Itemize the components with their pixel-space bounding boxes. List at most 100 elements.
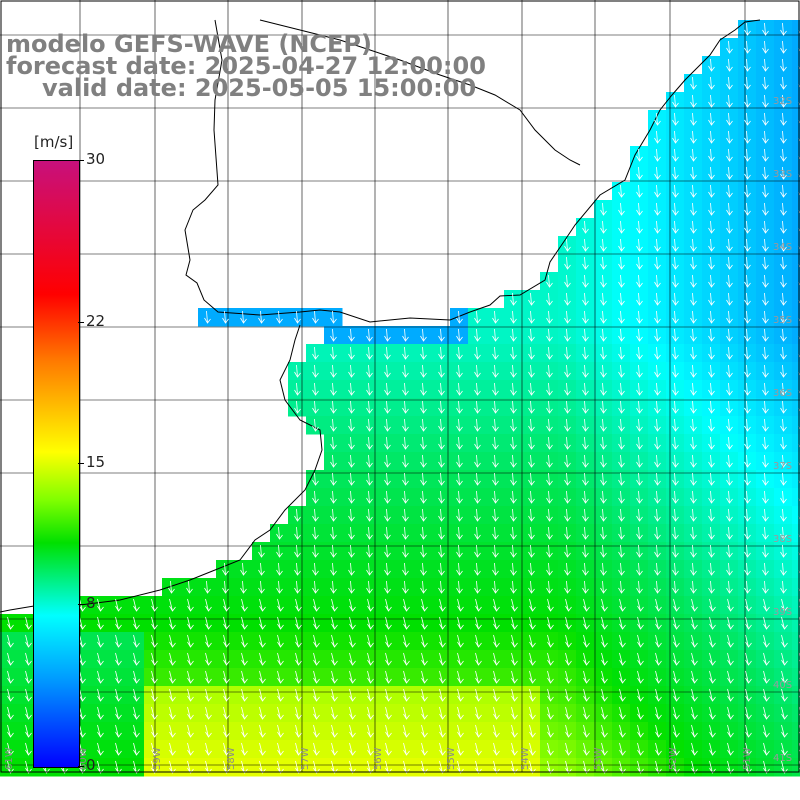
- wind-arrow: [654, 472, 661, 486]
- wind-arrow: [169, 760, 176, 774]
- wind-arrow: [169, 724, 176, 738]
- wind-arrow: [169, 742, 176, 756]
- wind-speed-cell: [792, 470, 800, 489]
- wind-arrow: [726, 148, 733, 162]
- wind-arrow: [348, 436, 355, 450]
- wind-arrow: [726, 274, 733, 288]
- wind-arrow: [223, 760, 230, 774]
- wind-arrow: [654, 436, 661, 450]
- wind-arrow: [133, 634, 140, 648]
- wind-arrow: [402, 364, 409, 378]
- wind-arrow: [654, 508, 661, 522]
- wind-arrow: [583, 760, 590, 774]
- wind-arrow: [565, 724, 572, 738]
- wind-arrow: [672, 238, 679, 252]
- wind-arrow: [169, 670, 176, 684]
- wind-arrow: [510, 472, 517, 486]
- wind-arrow: [492, 580, 499, 594]
- longitude-label: 52W: [668, 747, 679, 770]
- wind-arrow: [637, 652, 644, 666]
- wind-arrow: [691, 688, 698, 702]
- wind-arrow: [708, 184, 715, 198]
- wind-arrow: [439, 742, 446, 756]
- wind-arrow: [655, 634, 662, 648]
- wind-arrow: [583, 724, 590, 738]
- colorbar-tick-mark: [78, 766, 84, 767]
- wind-arrow: [564, 364, 571, 378]
- wind-arrow: [564, 436, 571, 450]
- wind-arrow: [205, 616, 212, 630]
- wind-arrow: [420, 328, 427, 342]
- wind-arrow: [780, 544, 787, 558]
- wind-arrow: [618, 274, 625, 288]
- wind-arrow: [708, 256, 715, 270]
- wind-arrow: [529, 598, 536, 612]
- wind-arrow: [402, 436, 409, 450]
- wind-arrow: [313, 598, 320, 612]
- wind-arrow: [331, 724, 338, 738]
- wind-arrow: [654, 274, 661, 288]
- wind-arrow: [762, 418, 769, 432]
- wind-arrow: [403, 598, 410, 612]
- wind-arrow: [384, 562, 391, 576]
- wind-speed-cell: [792, 146, 800, 165]
- wind-arrow: [762, 454, 769, 468]
- wind-arrow: [780, 310, 787, 324]
- wind-arrow: [348, 400, 355, 414]
- wind-arrow: [744, 94, 751, 108]
- wind-arrow: [727, 670, 734, 684]
- wind-arrow: [402, 328, 409, 342]
- wind-arrow: [781, 742, 788, 756]
- wind-arrow: [546, 400, 553, 414]
- wind-arrow: [222, 562, 229, 576]
- wind-arrow: [456, 328, 463, 342]
- wind-arrow: [726, 40, 733, 54]
- wind-arrow: [420, 382, 427, 396]
- wind-arrow: [438, 328, 445, 342]
- wind-arrow: [636, 382, 643, 396]
- wind-arrow: [312, 346, 319, 360]
- wind-arrow: [672, 292, 679, 306]
- wind-arrow: [726, 256, 733, 270]
- wind-arrow: [205, 598, 212, 612]
- wind-arrow: [529, 652, 536, 666]
- wind-arrow: [690, 526, 697, 540]
- wind-arrow: [601, 724, 608, 738]
- wind-arrow: [223, 652, 230, 666]
- wind-arrow: [367, 670, 374, 684]
- wind-arrow: [295, 706, 302, 720]
- wind-arrow: [618, 544, 625, 558]
- wind-arrow: [672, 94, 679, 108]
- wind-arrow: [258, 544, 265, 558]
- wind-arrow: [492, 508, 499, 522]
- wind-arrow: [546, 292, 553, 306]
- wind-arrow: [510, 418, 517, 432]
- wind-arrow: [726, 526, 733, 540]
- wind-arrow: [115, 670, 122, 684]
- wind-arrow: [708, 292, 715, 306]
- wind-arrow: [25, 724, 32, 738]
- wind-arrows: [7, 22, 800, 774]
- wind-arrow: [331, 760, 338, 774]
- wind-arrow: [781, 598, 788, 612]
- wind-arrow: [133, 760, 140, 774]
- wind-arrow: [384, 382, 391, 396]
- wind-arrow: [637, 742, 644, 756]
- wind-arrow: [744, 22, 751, 36]
- wind-arrow: [619, 616, 626, 630]
- wind-arrow: [7, 706, 14, 720]
- wind-arrow: [493, 706, 500, 720]
- wind-arrow: [294, 310, 301, 324]
- wind-arrow: [564, 490, 571, 504]
- longitude-label: 60W: [78, 747, 89, 770]
- wind-arrow: [708, 328, 715, 342]
- wind-arrow: [762, 328, 769, 342]
- wind-speed-cell: [792, 650, 800, 669]
- wind-arrow: [97, 652, 104, 666]
- wind-arrow: [763, 616, 770, 630]
- wind-arrow: [709, 598, 716, 612]
- wind-arrow: [403, 670, 410, 684]
- colorbar-tick-label: 0: [86, 756, 96, 774]
- wind-arrow: [564, 382, 571, 396]
- wind-arrow: [510, 346, 517, 360]
